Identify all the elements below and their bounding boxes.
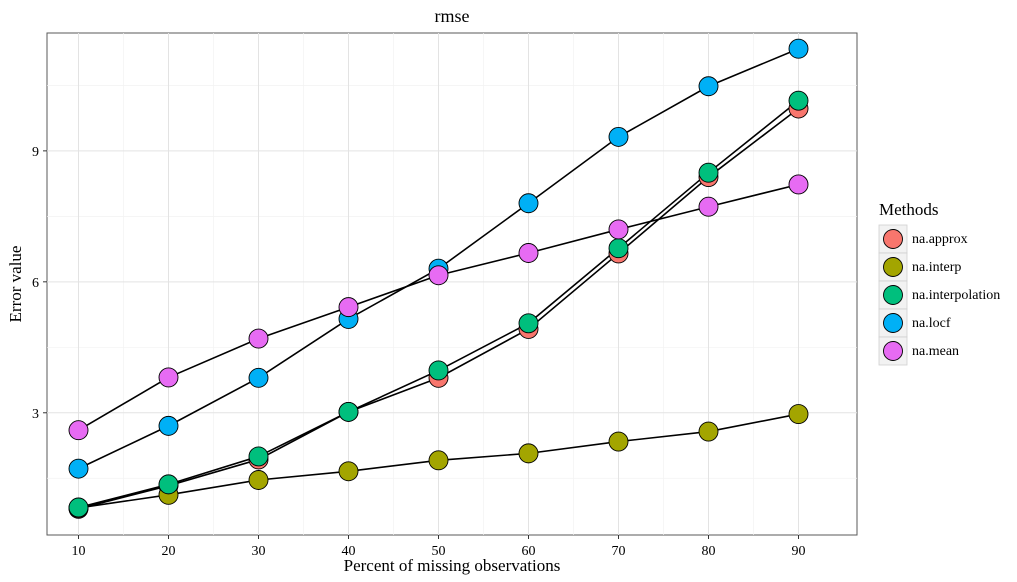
data-point-na-interp bbox=[608, 431, 629, 452]
data-point-na-locf bbox=[248, 367, 269, 388]
data-point-na-mean bbox=[788, 174, 809, 195]
y-axis-label: Error value bbox=[6, 246, 25, 323]
data-point-na-locf bbox=[608, 126, 629, 147]
data-point-na-mean bbox=[68, 420, 89, 441]
data-point-na-interpolation bbox=[248, 446, 269, 467]
x-tick-label: 80 bbox=[702, 544, 716, 559]
data-point-na-mean bbox=[518, 243, 539, 263]
data-point-na-interp bbox=[248, 470, 269, 490]
series-points bbox=[68, 38, 809, 519]
data-point-na-mean bbox=[248, 328, 269, 349]
legend: Methods na.approx na.interp na.interpolati… bbox=[878, 200, 1000, 366]
legend-label: na.interpolation bbox=[912, 288, 1000, 303]
data-point-na-mean bbox=[338, 297, 359, 318]
legend-key-marker bbox=[883, 229, 903, 249]
data-point-na-mean bbox=[428, 265, 449, 286]
x-axis-label: Percent of missing observations bbox=[344, 556, 561, 575]
data-point-na-interpolation bbox=[698, 162, 719, 183]
y-axis: 3 6 9 bbox=[32, 145, 47, 422]
y-tick-label: 6 bbox=[32, 276, 39, 291]
x-tick-label: 50 bbox=[432, 544, 446, 559]
legend-key-marker bbox=[883, 313, 903, 333]
data-point-na-mean bbox=[698, 196, 719, 217]
legend-label: na.interp bbox=[912, 260, 961, 275]
legend-label: na.mean bbox=[912, 344, 959, 359]
legend-label: na.locf bbox=[912, 316, 951, 331]
data-point-na-interpolation bbox=[608, 238, 629, 259]
legend-title: Methods bbox=[879, 200, 939, 219]
data-point-na-interpolation bbox=[518, 313, 539, 334]
data-point-na-mean bbox=[158, 367, 179, 388]
x-tick-label: 20 bbox=[162, 544, 176, 559]
data-point-na-interp bbox=[428, 450, 449, 471]
data-point-na-interpolation bbox=[788, 90, 809, 111]
data-point-na-interp bbox=[338, 461, 359, 482]
data-point-na-interpolation bbox=[428, 360, 449, 381]
legend-label: na.approx bbox=[912, 232, 968, 247]
data-point-na-interp bbox=[698, 421, 719, 442]
x-tick-label: 10 bbox=[72, 544, 86, 559]
legend-key-marker bbox=[883, 341, 903, 361]
x-axis: 10 20 30 40 50 60 70 80 90 bbox=[72, 535, 806, 559]
y-tick-label: 9 bbox=[32, 145, 39, 160]
data-point-na-interpolation bbox=[68, 497, 89, 518]
data-point-na-interp bbox=[518, 443, 539, 464]
chart-title: rmse bbox=[435, 6, 470, 26]
data-point-na-locf bbox=[698, 76, 719, 97]
x-tick-label: 30 bbox=[252, 544, 266, 559]
x-tick-label: 90 bbox=[792, 544, 806, 559]
data-point-na-interp bbox=[788, 404, 809, 425]
data-point-na-interpolation bbox=[158, 474, 179, 495]
plot-panel bbox=[46, 32, 858, 536]
data-point-na-locf bbox=[158, 415, 179, 436]
legend-key-marker bbox=[883, 257, 903, 277]
x-tick-label: 60 bbox=[522, 544, 536, 559]
legend-key-marker bbox=[883, 285, 903, 305]
x-tick-label: 70 bbox=[612, 544, 626, 559]
data-point-na-locf bbox=[788, 38, 809, 59]
y-tick-label: 3 bbox=[32, 407, 39, 422]
data-point-na-locf bbox=[68, 458, 89, 479]
data-point-na-mean bbox=[608, 219, 629, 240]
data-point-na-interpolation bbox=[338, 401, 359, 422]
x-tick-label: 40 bbox=[342, 544, 356, 559]
data-point-na-locf bbox=[518, 193, 539, 214]
